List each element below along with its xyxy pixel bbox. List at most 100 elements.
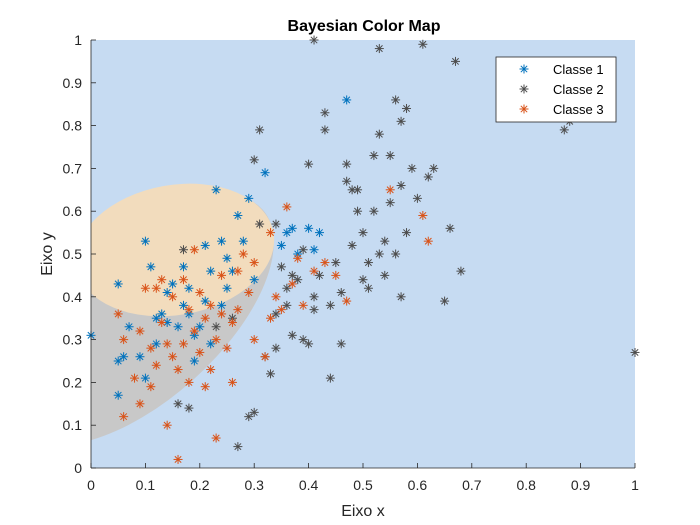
x-axis: 0 0.1 0.2 0.3 0.4 0.5 0.6 0.7 0.8 0.9 1 (87, 463, 639, 493)
y-tick-label: 0.6 (63, 203, 83, 219)
data-point-classe-1 (151, 313, 161, 323)
data-point-classe-2 (178, 245, 188, 255)
data-point-classe-3 (184, 377, 194, 387)
data-point-classe-1 (342, 95, 352, 105)
data-point-classe-3 (178, 339, 188, 349)
data-point-classe-2 (320, 125, 330, 135)
data-point-classe-3 (168, 292, 178, 302)
data-point-classe-3 (418, 210, 428, 220)
legend-label: Classe 1 (553, 62, 604, 77)
data-point-classe-2 (380, 236, 390, 246)
data-point-classe-3 (385, 185, 395, 195)
data-point-classe-3 (162, 339, 172, 349)
legend-item: Classe 1 (519, 62, 604, 77)
data-point-classe-2 (271, 309, 281, 319)
data-point-classe-3 (233, 266, 243, 276)
data-point-classe-3 (173, 365, 183, 375)
data-point-classe-3 (200, 313, 210, 323)
y-tick-label: 0.1 (63, 417, 83, 433)
data-point-classe-2 (559, 125, 569, 135)
y-tick-label: 0.2 (63, 374, 83, 390)
data-point-classe-2 (402, 103, 412, 113)
data-point-classe-3 (189, 326, 199, 336)
data-point-classe-3 (200, 382, 210, 392)
data-point-classe-3 (331, 270, 341, 280)
y-tick-label: 0.4 (63, 289, 83, 305)
data-point-classe-3 (217, 309, 227, 319)
data-point-classe-2 (249, 155, 259, 165)
data-point-classe-2 (309, 292, 319, 302)
data-point-classe-2 (440, 296, 450, 306)
data-point-classe-2 (369, 206, 379, 216)
data-point-classe-1 (113, 390, 123, 400)
data-point-classe-2 (336, 339, 346, 349)
data-point-classe-1 (211, 185, 221, 195)
data-point-classe-3 (293, 253, 303, 263)
y-tick-label: 1 (74, 32, 82, 48)
data-point-classe-3 (266, 228, 276, 238)
y-tick-label: 0.9 (63, 75, 83, 91)
data-point-classe-2 (374, 129, 384, 139)
data-point-classe-2 (287, 330, 297, 340)
data-point-classe-2 (374, 44, 384, 54)
data-point-classe-2 (293, 275, 303, 285)
data-point-classe-2 (266, 369, 276, 379)
data-point-classe-3 (249, 335, 259, 345)
data-point-classe-1 (217, 236, 227, 246)
data-point-classe-2 (418, 39, 428, 49)
data-point-classe-2 (391, 249, 401, 259)
data-point-classe-1 (140, 236, 150, 246)
data-point-classe-3 (151, 283, 161, 293)
data-point-classe-1 (217, 300, 227, 310)
data-point-classe-1 (244, 193, 254, 203)
y-axis-title: Eixo y (39, 232, 56, 276)
data-point-classe-1 (304, 223, 314, 233)
legend-label: Classe 3 (553, 102, 604, 117)
legend-item: Classe 3 (519, 102, 604, 117)
data-point-classe-2 (385, 198, 395, 208)
data-point-classe-2 (282, 283, 292, 293)
data-point-classe-1 (157, 309, 167, 319)
data-point-classe-1 (178, 262, 188, 272)
data-point-classe-2 (450, 56, 460, 66)
data-point-classe-3 (233, 305, 243, 315)
data-point-classe-2 (342, 159, 352, 169)
data-point-classe-1 (206, 266, 216, 276)
data-point-classe-2 (282, 300, 292, 310)
data-point-classe-2 (304, 159, 314, 169)
legend-marker (519, 64, 529, 74)
data-point-classe-1 (173, 322, 183, 332)
data-point-classe-1 (206, 339, 216, 349)
data-point-classe-1 (124, 322, 134, 332)
data-point-classe-2 (396, 116, 406, 126)
data-point-classe-1 (200, 240, 210, 250)
data-point-classe-3 (276, 305, 286, 315)
data-point-classe-2 (309, 35, 319, 45)
y-tick-label: 0.3 (63, 332, 83, 348)
y-tick-label: 0.5 (63, 246, 83, 262)
data-point-classe-3 (211, 433, 221, 443)
x-tick-label: 1 (631, 477, 639, 493)
data-point-classe-2 (402, 228, 412, 238)
data-point-classe-3 (168, 352, 178, 362)
data-point-classe-2 (287, 270, 297, 280)
data-point-classe-3 (206, 300, 216, 310)
data-point-classe-3 (146, 343, 156, 353)
data-point-classe-3 (227, 377, 237, 387)
data-point-classe-1 (151, 339, 161, 349)
data-point-classe-3 (227, 317, 237, 327)
x-tick-label: 0.5 (353, 477, 373, 493)
data-point-classe-2 (412, 193, 422, 203)
data-point-classe-3 (211, 335, 221, 345)
data-point-classe-2 (309, 305, 319, 315)
data-point-classe-2 (271, 219, 281, 229)
data-point-classe-3 (320, 258, 330, 268)
data-point-classe-3 (309, 266, 319, 276)
legend-marker (519, 104, 529, 114)
data-point-classe-2 (374, 249, 384, 259)
data-point-classe-1 (146, 262, 156, 272)
data-point-classe-1 (113, 356, 123, 366)
data-point-classe-2 (363, 283, 373, 293)
data-point-classe-2 (358, 275, 368, 285)
data-point-classe-1 (309, 245, 319, 255)
